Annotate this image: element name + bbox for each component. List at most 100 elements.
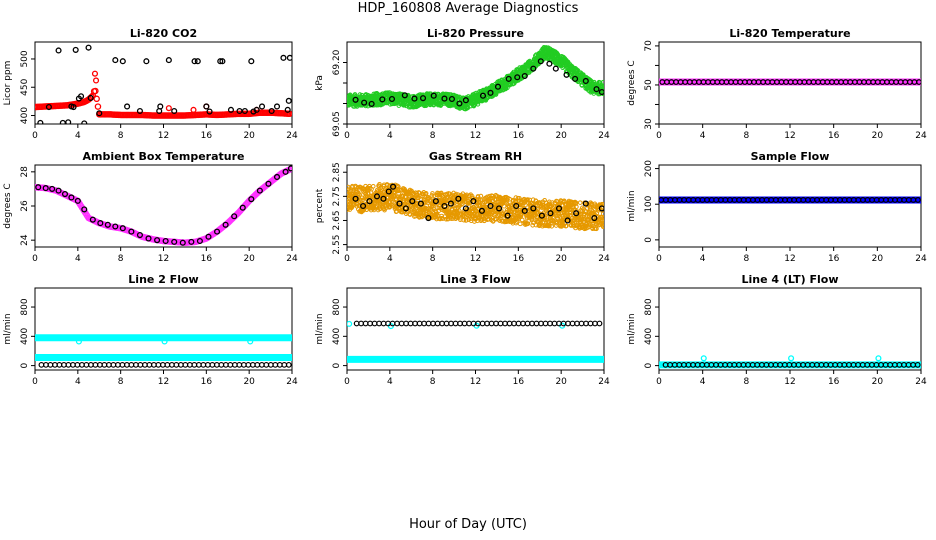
data-point — [206, 108, 213, 115]
data-point — [179, 239, 186, 246]
y-tick-label: 500 — [20, 50, 30, 67]
y-tick-label: 28 — [20, 166, 30, 178]
data-point — [596, 320, 603, 327]
data-point — [45, 103, 52, 111]
data-point — [875, 355, 882, 362]
data-point — [389, 183, 397, 190]
x-tick-label: 12 — [784, 254, 795, 264]
x-tick-label: 4 — [700, 254, 706, 264]
y-axis-label: ml/min — [3, 313, 13, 344]
x-tick-label: 12 — [470, 377, 481, 387]
x-tick-label: 20 — [555, 377, 567, 387]
data-point — [131, 129, 136, 134]
data-point — [455, 195, 462, 202]
data-point — [112, 223, 119, 230]
y-tick-label: 30 — [644, 118, 654, 130]
data-point — [87, 94, 94, 102]
data-point — [423, 191, 429, 196]
data-point — [268, 107, 275, 115]
data-point — [145, 235, 152, 242]
panel-2: Li-820 Temperature degrees C 0 4 8 12 16 20 24 30… — [627, 27, 927, 141]
data-point — [547, 210, 554, 217]
data-point — [559, 224, 564, 229]
x-tick-label: 24 — [915, 377, 927, 387]
data-point — [380, 195, 387, 202]
data-point — [361, 99, 368, 106]
data-point — [487, 89, 494, 96]
data-point — [577, 200, 583, 205]
x-tick-label: 4 — [75, 254, 81, 264]
data-point — [85, 44, 92, 51]
x-tick-label: 16 — [201, 131, 213, 141]
x-tick-label: 4 — [700, 131, 706, 141]
data-point — [700, 355, 707, 362]
data-point — [546, 60, 553, 67]
data-point — [563, 71, 570, 78]
panel-4: Gas Stream RH percent 0 4 8 12 16 20 24 2.55 2.65 2… — [315, 150, 610, 264]
x-tick-label: 24 — [598, 377, 610, 387]
data-point — [401, 92, 408, 99]
data-point — [371, 207, 377, 213]
data-point — [416, 195, 421, 200]
x-tick-label: 16 — [201, 377, 213, 387]
data-point — [417, 200, 424, 207]
data-point — [549, 223, 555, 229]
y-tick-label: 800 — [20, 298, 30, 315]
data-point — [385, 188, 392, 195]
data-point — [554, 219, 560, 225]
x-tick-label: 20 — [243, 254, 255, 264]
data-point — [916, 79, 921, 85]
data-point — [143, 58, 150, 65]
x-tick-label: 4 — [387, 377, 393, 387]
x-tick-label: 12 — [158, 131, 169, 141]
panel-0: Li-820 CO2 Licor ppm 0 4 8 12 16 20 24 400 450 500 — [3, 27, 298, 141]
data-point — [347, 320, 353, 327]
data-point — [59, 119, 66, 124]
x-tick-label: 4 — [387, 254, 393, 264]
y-tick-label: 0 — [20, 362, 30, 368]
x-tick-label: 8 — [118, 131, 124, 141]
data-point — [280, 54, 287, 61]
y-tick-label: 400 — [332, 327, 342, 344]
data-point — [136, 107, 143, 115]
y-tick-label: 2.65 — [332, 210, 342, 230]
data-point — [219, 58, 226, 65]
y-tick-label: 2.55 — [332, 235, 342, 255]
data-point — [914, 361, 921, 368]
data-point — [93, 95, 100, 103]
data-point — [441, 202, 448, 210]
x-tick-label: 0 — [344, 377, 350, 387]
data-point — [493, 217, 498, 222]
x-tick-label: 0 — [656, 131, 662, 141]
panel-title: Line 4 (LT) Flow — [742, 273, 839, 286]
data-point — [190, 106, 197, 113]
data-point — [370, 183, 376, 189]
data-point — [487, 202, 494, 210]
x-tick-label: 12 — [784, 131, 795, 141]
x-tick-label: 20 — [872, 377, 884, 387]
data-point — [49, 185, 56, 192]
data-point — [222, 221, 229, 228]
data-marks — [347, 45, 604, 112]
data-point — [347, 207, 350, 212]
data-point — [196, 237, 203, 245]
data-point — [469, 193, 475, 199]
data-point — [601, 84, 604, 90]
x-tick-label: 4 — [75, 377, 81, 387]
data-point — [423, 103, 429, 108]
data-point — [538, 212, 545, 219]
data-marks — [347, 320, 604, 363]
y-tick-label: 400 — [20, 107, 30, 124]
data-point — [191, 58, 198, 65]
figure-title: HDP_160808 Average Diagnostics — [357, 1, 579, 16]
y-axis-label: percent — [315, 188, 325, 223]
plot-frame — [346, 41, 605, 125]
data-point — [231, 213, 238, 220]
data-point — [161, 338, 168, 345]
data-point — [112, 57, 119, 64]
data-point — [564, 217, 571, 224]
x-tick-label: 16 — [828, 131, 840, 141]
data-point — [165, 57, 172, 64]
x-tick-label: 0 — [656, 377, 662, 387]
data-marks — [35, 334, 292, 368]
